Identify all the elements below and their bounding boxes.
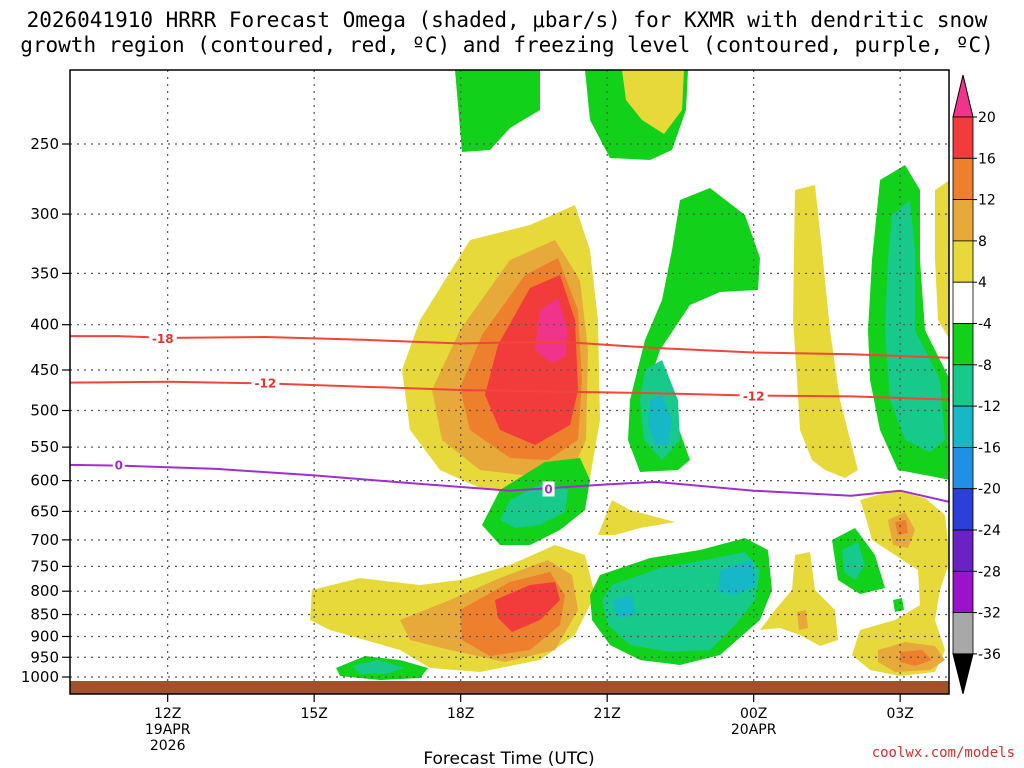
contour-label-bg (112, 457, 125, 473)
colorbar-segment (952, 240, 974, 283)
colorbar-segment (952, 529, 974, 572)
y-tick-label: 850 (30, 606, 59, 624)
omega-region-neg8 (893, 598, 904, 612)
colorbar-label: -20 (978, 482, 1001, 498)
colorbar-segment (952, 157, 974, 201)
colorbar-bottom-arrow (952, 653, 974, 695)
contour-label-bg (251, 375, 280, 391)
colorbar-segment (952, 199, 974, 242)
omega-region-4 (622, 70, 684, 134)
omega-region-neg12 (352, 660, 405, 674)
contour-label: -12 (743, 389, 765, 403)
colorbar-label: -36 (978, 647, 1001, 663)
colorbar-segment (952, 488, 974, 531)
y-tick-label: 550 (30, 438, 59, 456)
x-tick-label: 00Z (740, 706, 767, 722)
y-tick-label: 800 (30, 582, 59, 600)
plot-frame (69, 69, 950, 695)
chart-title-line2: growth region (contoured, red, ºC) and f… (20, 33, 994, 57)
omega-shading (70, 70, 949, 694)
colorbar-segment (952, 323, 974, 366)
colorbar-label: -8 (978, 358, 992, 374)
colorbar-segment (952, 405, 974, 448)
colorbar-segment (952, 281, 974, 324)
omega-region-neg12 (885, 200, 945, 452)
omega-region-16 (495, 582, 560, 632)
colorbar-label: -32 (978, 606, 1001, 622)
colorbar-label: -4 (978, 317, 992, 333)
x-tick-year: 2026 (150, 738, 186, 754)
colorbar-segment (952, 364, 974, 407)
y-tick-label: 1000 (21, 668, 59, 686)
x-axis-title: Forecast Time (UTC) (423, 749, 594, 768)
omega-region-12 (900, 650, 932, 666)
contour-label: 0 (544, 482, 552, 496)
omega-region-neg16 (612, 595, 636, 618)
omega-region-4 (935, 180, 949, 339)
omega-region-neg12 (842, 542, 865, 580)
colorbar-segment (952, 116, 974, 159)
colorbar-segment (952, 612, 974, 655)
colorbar: 20 16 12 8 4 -4 -8 -12 -16 -20 -24 -28 -32 -36 (952, 74, 1001, 695)
contour-label: 0 (115, 459, 123, 473)
chart-title-line1: 2026041910 HRRR Forecast Omega (shaded, … (27, 8, 988, 32)
omega-region-neg16 (718, 560, 757, 595)
omega-region-12 (895, 520, 908, 535)
credit-text: coolwx.com/models (872, 745, 1015, 761)
omega-region-4 (598, 500, 675, 535)
colorbar-label: -16 (978, 440, 1001, 456)
y-tick-label: 500 (30, 402, 59, 420)
colorbar-label: 12 (978, 193, 996, 209)
colorbar-label: -28 (978, 564, 1001, 580)
omega-region-neg8 (455, 70, 540, 152)
omega-region-4 (852, 490, 949, 676)
colorbar-label: 4 (978, 275, 987, 291)
colorbar-label: -12 (978, 399, 1001, 415)
ground-strip (70, 681, 949, 694)
colorbar-segment (952, 570, 974, 613)
x-tick-date: 19APR (145, 722, 191, 738)
y-tick-label: 900 (30, 627, 59, 645)
contour-label-bg (542, 481, 555, 497)
x-tick-label: 03Z (886, 706, 913, 722)
omega-region-4 (793, 185, 858, 478)
contour-line (70, 463, 949, 503)
y-tick-label: 400 (30, 316, 59, 334)
omega-region-20 (535, 298, 567, 363)
colorbar-label: 16 (978, 151, 996, 167)
colorbar-segment (952, 446, 974, 490)
y-tick-label: 650 (30, 502, 59, 520)
y-tick-label: 450 (30, 361, 59, 379)
gridlines (70, 70, 949, 694)
contour-label-group: -18 -12 -12 0 0 (112, 330, 768, 497)
contour-label: -18 (152, 332, 174, 346)
y-axis: 250 300 350 400 450 500 550 600 650 700 750 800 850 9… (21, 135, 70, 686)
y-tick-label: 950 (30, 648, 59, 666)
x-tick-label: 21Z (593, 706, 620, 722)
y-tick-label: 700 (30, 531, 59, 549)
colorbar-label: 20 (978, 110, 996, 126)
y-tick-label: 750 (30, 557, 59, 575)
y-tick-label: 250 (30, 135, 59, 153)
x-tick-date: 20APR (731, 722, 777, 738)
contour-label-bg (739, 388, 768, 404)
y-tick-label: 350 (30, 264, 59, 282)
y-tick-label: 300 (30, 205, 59, 223)
colorbar-label: 8 (978, 234, 987, 250)
contour-label-bg (148, 330, 177, 346)
x-tick-label: 18Z (447, 706, 474, 722)
contour-line (70, 380, 949, 401)
colorbar-top-arrow (952, 74, 974, 118)
y-tick-label: 600 (30, 472, 59, 490)
x-tick-label: 15Z (300, 706, 327, 722)
colorbar-label: -24 (978, 523, 1001, 539)
omega-region-4 (760, 552, 838, 646)
x-tick-label: 12Z (154, 706, 181, 722)
contour-label: -12 (254, 376, 276, 390)
omega-region-neg16 (648, 395, 672, 445)
